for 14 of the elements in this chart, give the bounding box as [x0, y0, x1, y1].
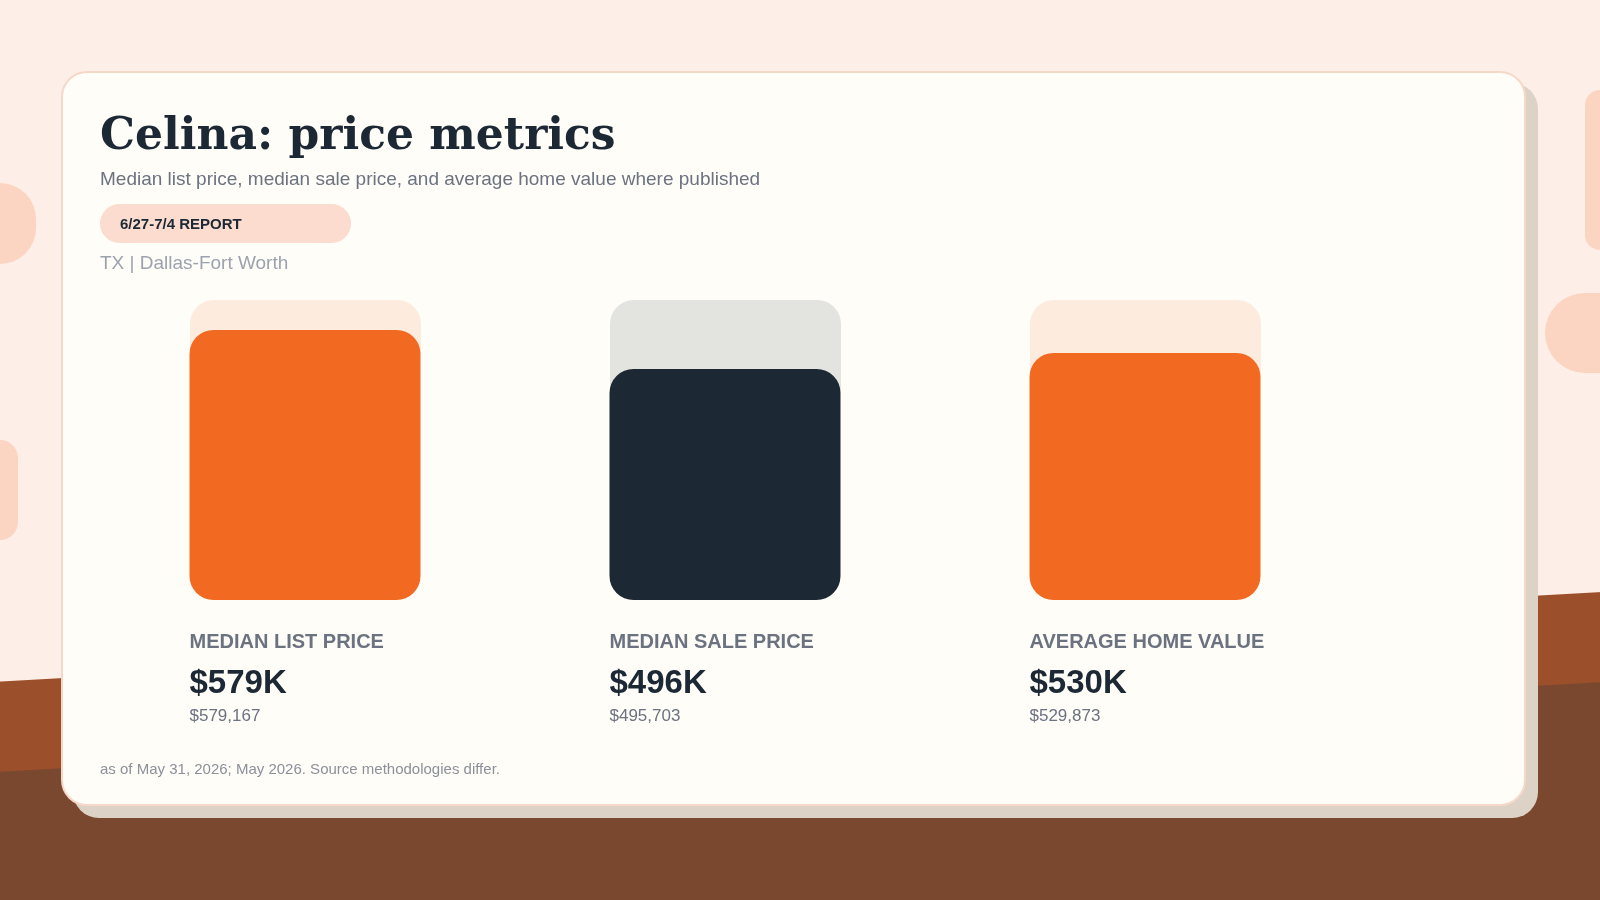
text: 6/27-7/4 REPORT — [100, 204, 351, 243]
chart-title: Celina: price metrics — [100, 108, 616, 159]
data-label: $530K — [1029, 663, 1127, 700]
text: as of May 31, 2026; May 2026. Source methodologies differ. — [100, 760, 500, 777]
text: $495,703 — [609, 706, 681, 726]
x-tick-label: MEDIAN SALE PRICE — [609, 630, 814, 652]
text: TX | Dallas-Fort Worth — [100, 252, 289, 274]
text: $579,167 — [189, 706, 261, 726]
data-label: $496K — [609, 663, 707, 700]
data-label: $579K — [189, 663, 287, 700]
x-tick-label: AVERAGE HOME VALUE — [1029, 630, 1265, 652]
text: $529,873 — [1029, 706, 1101, 726]
x-tick-label: MEDIAN LIST PRICE — [189, 630, 384, 652]
chart-subtitle: Median list price, median sale price, and average home value where published — [100, 168, 761, 190]
